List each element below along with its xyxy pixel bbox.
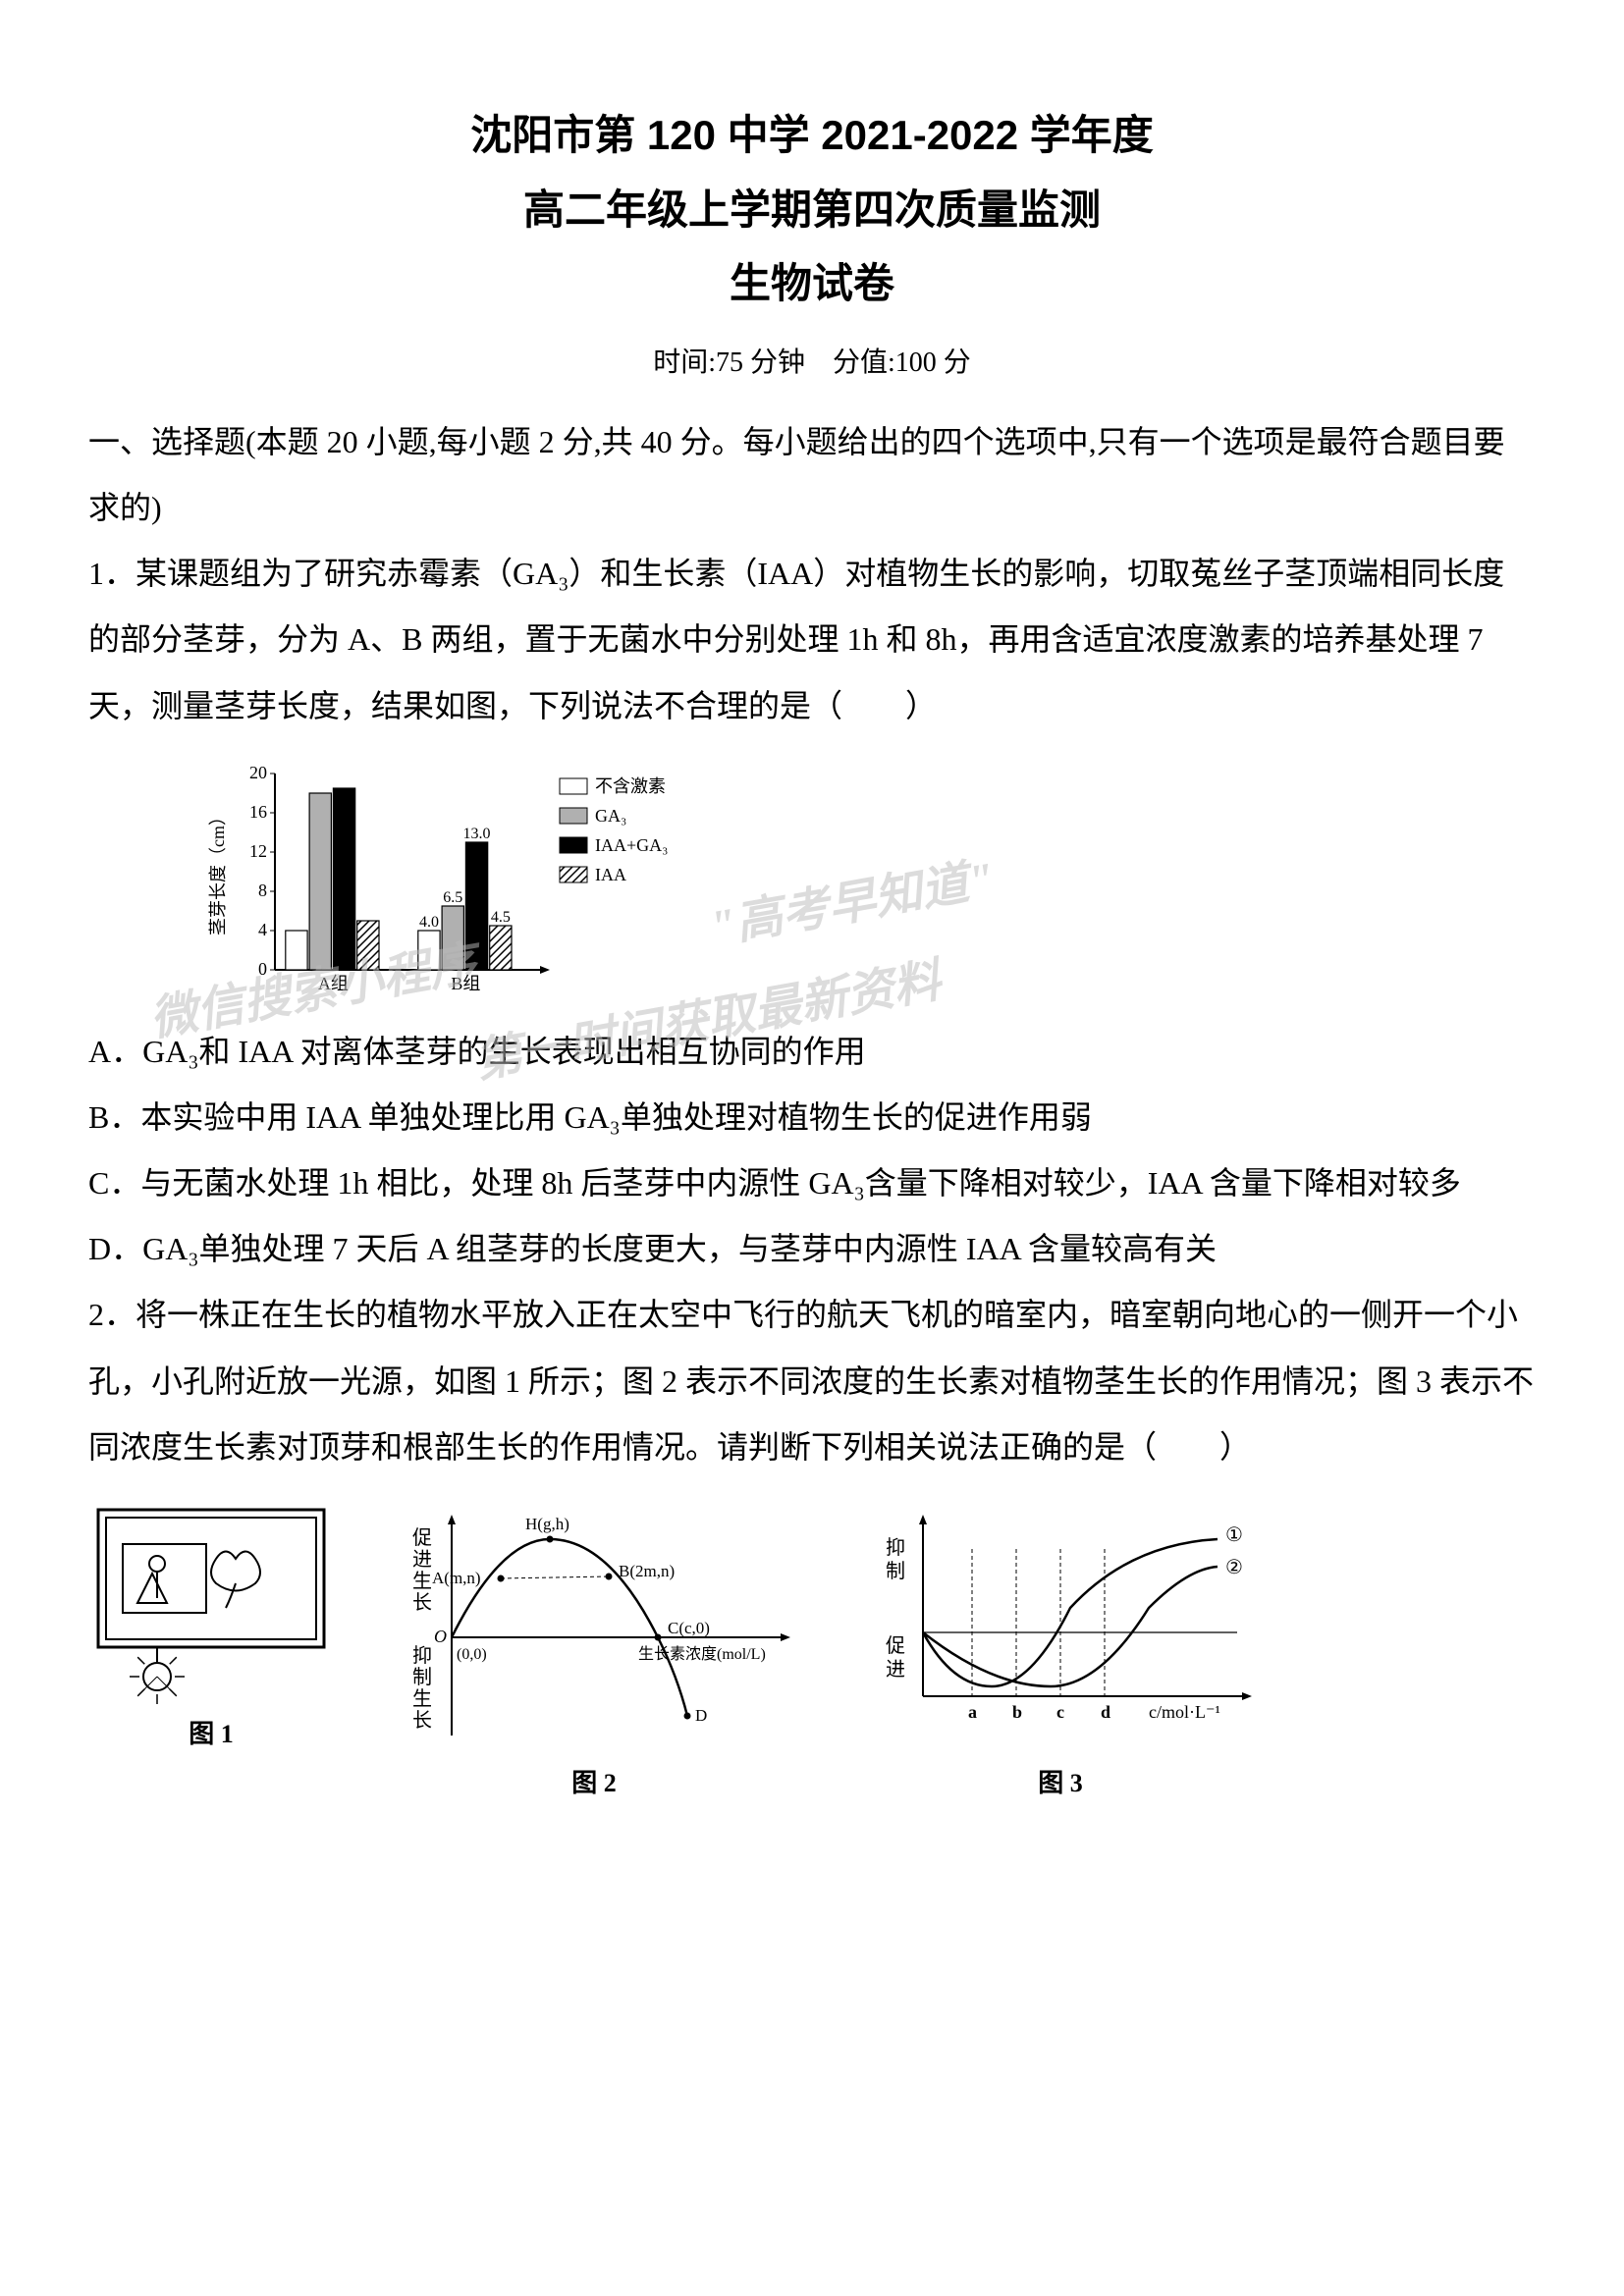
q1-bar-chart: 0 4 8 12 16 20 茎芽长度（cm） A组 4.06.5 13.0 4.5 B组 不含激素 GA… — [206, 754, 717, 1009]
fig2-caption: 图 2 — [571, 1763, 617, 1799]
fig3-caption: 图 3 — [1038, 1763, 1083, 1799]
svg-text:4: 4 — [258, 920, 267, 939]
svg-text:GA₃: GA₃ — [595, 806, 626, 826]
q2-fig3: 抑制促进 a b c d c/mol·L⁻¹ ① ② 图 3 — [854, 1500, 1267, 1799]
svg-text:IAA: IAA — [595, 865, 626, 884]
svg-text:B组: B组 — [451, 974, 480, 993]
svg-text:制: 制 — [412, 1666, 432, 1688]
svg-text:促: 促 — [886, 1634, 905, 1657]
svg-text:4.0: 4.0 — [419, 914, 439, 931]
q1-option-b: B．本实验中用 IAA 单独处理比用 GA₃单独处理对植物生长的促进作用弱 — [88, 1085, 1536, 1150]
svg-text:20: 20 — [249, 763, 267, 782]
fig1-caption: 图 1 — [189, 1714, 234, 1750]
exam-meta: 时间:75 分钟 分值:100 分 — [88, 341, 1536, 380]
svg-text:茎芽长度（cm）: 茎芽长度（cm） — [208, 808, 228, 935]
title-line-2: 高二年级上学期第四次质量监测 — [88, 173, 1536, 247]
svg-text:生长素浓度(mol/L): 生长素浓度(mol/L) — [638, 1645, 766, 1663]
svg-text:抑: 抑 — [412, 1644, 432, 1667]
title-line-1: 沈阳市第 120 中学 2021-2022 学年度 — [88, 98, 1536, 173]
svg-text:4.5: 4.5 — [491, 909, 511, 926]
q1-stem: 1．某课题组为了研究赤霉素（GA₃）和生长素（IAA）对植物生长的影响，切取菟丝… — [88, 541, 1536, 739]
fig2-diagram: 促进生长抑制生长O(0,0)生长素浓度(mol/L)A(m,n)H(g,h)B(… — [383, 1500, 805, 1755]
q2-stem: 2．将一株正在生长的植物水平放入正在太空中飞行的航天飞机的暗室内，暗室朝向地心的… — [88, 1282, 1536, 1480]
svg-text:长: 长 — [412, 1591, 432, 1614]
svg-text:O: O — [434, 1627, 447, 1646]
svg-text:A(m,n): A(m,n) — [432, 1569, 481, 1587]
q1-option-d: D．GA₃单独处理 7 天后 A 组茎芽的长度更大，与茎芽中内源性 IAA 含量… — [88, 1216, 1536, 1282]
svg-text:d: d — [1101, 1702, 1110, 1722]
svg-text:生: 生 — [412, 1570, 432, 1592]
svg-text:a: a — [968, 1702, 977, 1722]
q1-option-c: C．与无菌水处理 1h 相比，处理 8h 后茎芽中内源性 GA₃含量下降相对较少… — [88, 1150, 1536, 1216]
q2-fig1: 图 1 — [88, 1500, 334, 1750]
svg-text:进: 进 — [886, 1658, 905, 1681]
svg-text:进: 进 — [412, 1548, 432, 1571]
svg-text:②: ② — [1225, 1557, 1243, 1578]
q1-option-a: A．GA₃和 IAA 对离体茎芽的生长表现出相互协同的作用 — [88, 1019, 1536, 1085]
svg-text:IAA+GA₃: IAA+GA₃ — [595, 835, 668, 855]
svg-text:12: 12 — [249, 841, 267, 861]
svg-text:生: 生 — [412, 1687, 432, 1710]
section-1-heading: 一、选择题(本题 20 小题,每小题 2 分,共 40 分。每小题给出的四个选项… — [88, 409, 1536, 541]
svg-text:(0,0): (0,0) — [457, 1646, 487, 1663]
q2-figures-row: 图 1 促进生长抑制生长O(0,0)生长素浓度(mol/L)A(m,n)H(g,… — [88, 1500, 1536, 1799]
svg-text:c/mol·L⁻¹: c/mol·L⁻¹ — [1149, 1702, 1220, 1722]
svg-text:B(2m,n): B(2m,n) — [619, 1562, 675, 1580]
svg-text:6.5: 6.5 — [443, 889, 462, 906]
svg-text:不含激素: 不含激素 — [595, 776, 666, 796]
title-line-3: 生物试卷 — [88, 246, 1536, 321]
svg-text:A组: A组 — [318, 974, 349, 993]
svg-text:0: 0 — [258, 959, 267, 979]
watermark-1: "高考早知道" — [703, 839, 999, 957]
svg-text:抑: 抑 — [886, 1536, 905, 1559]
svg-text:C(c,0): C(c,0) — [668, 1619, 710, 1637]
svg-text:13.0: 13.0 — [463, 826, 491, 842]
svg-text:16: 16 — [249, 802, 267, 822]
svg-text:8: 8 — [258, 881, 267, 900]
svg-text:长: 长 — [412, 1709, 432, 1732]
svg-text:b: b — [1012, 1702, 1022, 1722]
svg-text:制: 制 — [886, 1560, 905, 1582]
fig3-diagram: 抑制促进 a b c d c/mol·L⁻¹ ① ② — [854, 1500, 1267, 1755]
q2-fig2: 促进生长抑制生长O(0,0)生长素浓度(mol/L)A(m,n)H(g,h)B(… — [383, 1500, 805, 1799]
svg-text:c: c — [1056, 1702, 1064, 1722]
fig1-diagram — [88, 1500, 334, 1706]
svg-text:D: D — [695, 1706, 707, 1725]
svg-text:H(g,h): H(g,h) — [525, 1515, 569, 1533]
svg-text:促: 促 — [412, 1526, 432, 1549]
svg-text:①: ① — [1225, 1524, 1243, 1546]
